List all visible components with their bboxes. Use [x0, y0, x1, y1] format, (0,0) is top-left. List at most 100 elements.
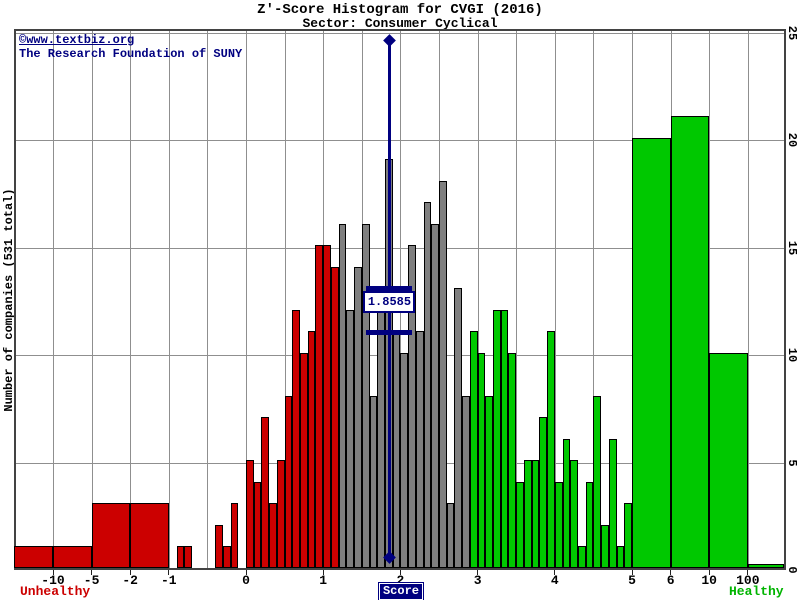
- histogram-bar: [616, 546, 625, 568]
- vertical-gridline: [516, 31, 518, 568]
- x-axis-title: Score: [378, 582, 424, 600]
- histogram-bar: [477, 353, 486, 568]
- histogram-bar: [284, 396, 293, 568]
- y-tick-label: 20: [785, 132, 799, 148]
- histogram-bar: [253, 482, 262, 568]
- x-tick-label: 3: [473, 573, 482, 588]
- x-tick-label: 6: [666, 573, 675, 588]
- x-tick-label: 10: [701, 573, 717, 588]
- histogram-bar: [547, 331, 555, 568]
- histogram-bar: [91, 503, 131, 568]
- x-tick-mark: [631, 570, 633, 575]
- histogram-bar: [261, 417, 270, 568]
- credit-block: ©www.textbiz.org The Research Foundation…: [19, 33, 242, 61]
- histogram-bar: [593, 396, 602, 568]
- x-tick-label: -1: [160, 573, 177, 588]
- histogram-bar: [338, 224, 347, 568]
- y-tick-label: 15: [785, 240, 799, 255]
- vertical-gridline: [207, 31, 209, 568]
- histogram-bar: [269, 503, 277, 568]
- histogram-bar: [670, 116, 710, 568]
- y-tick-label: 5: [785, 458, 799, 467]
- vertical-gridline: [593, 31, 595, 568]
- x-tick-label: 1: [319, 573, 328, 588]
- histogram-bar: [601, 525, 609, 568]
- histogram-bar: [500, 310, 509, 568]
- x-tick-mark: [129, 570, 131, 575]
- vertical-gridline: [130, 31, 132, 568]
- x-tick-mark: [322, 570, 324, 575]
- x-tick-label: -5: [83, 573, 100, 588]
- chart-subtitle: Sector: Consumer Cyclical: [302, 16, 498, 31]
- credit-org: The Research Foundation of SUNY: [19, 47, 243, 61]
- histogram-bar: [222, 546, 231, 568]
- histogram-bar: [624, 503, 632, 568]
- x-tick-label: -2: [122, 573, 138, 588]
- vertical-gridline: [554, 31, 556, 568]
- histogram-bar: [632, 138, 671, 568]
- histogram-bar: [130, 503, 169, 568]
- histogram-bar: [400, 353, 409, 568]
- histogram-bar: [276, 460, 285, 568]
- unhealthy-zone-label: Unhealthy: [20, 584, 91, 599]
- histogram-bar: [369, 396, 378, 568]
- histogram-bar: [392, 331, 401, 568]
- marker-whisker-bottom: [366, 330, 413, 335]
- horizontal-gridline: [16, 140, 784, 141]
- plot-area: 1.8585 ©www.textbiz.org The Research Fou…: [14, 29, 786, 570]
- y-tick-label: 10: [785, 347, 799, 363]
- chart-title: Z'-Score Histogram for CVGI (2016): [257, 2, 543, 18]
- x-tick-label: 100: [736, 573, 760, 588]
- histogram-bar: [523, 460, 532, 568]
- x-tick-mark: [747, 570, 749, 575]
- histogram-bar: [323, 245, 331, 568]
- histogram-bar: [246, 460, 254, 568]
- histogram-bar: [431, 224, 439, 568]
- histogram-bar: [709, 353, 748, 568]
- histogram-bar: [408, 245, 416, 568]
- histogram-bar: [493, 310, 501, 568]
- healthy-zone-label: Healthy: [729, 584, 784, 599]
- horizontal-gridline: [16, 32, 784, 34]
- credit-link[interactable]: ©www.textbiz.org: [19, 33, 135, 47]
- histogram-bar: [562, 439, 571, 568]
- histogram-bar: [462, 396, 470, 568]
- marker-diamond-top: [383, 34, 396, 47]
- x-tick-mark: [52, 570, 54, 575]
- histogram-bar: [554, 482, 563, 568]
- x-tick-mark: [477, 570, 479, 575]
- histogram-bar: [454, 288, 463, 568]
- histogram-bar: [485, 396, 494, 568]
- histogram-bar: [307, 331, 316, 568]
- histogram-bar: [361, 224, 370, 568]
- x-tick-mark: [554, 570, 556, 575]
- vertical-gridline: [246, 31, 247, 568]
- x-tick-label: 2: [396, 573, 405, 588]
- vertical-gridline: [168, 31, 170, 568]
- y-tick-label: 25: [785, 25, 799, 40]
- histogram-bar: [14, 546, 53, 568]
- histogram-bar: [354, 267, 362, 568]
- x-tick-mark: [245, 570, 247, 575]
- x-tick-label: 0: [242, 573, 250, 588]
- marker-value-label: 1.8585: [363, 291, 416, 313]
- marker-whisker-top: [366, 286, 413, 291]
- histogram-bar: [415, 331, 424, 568]
- histogram-bar: [330, 267, 339, 568]
- histogram-bar: [53, 546, 92, 568]
- vertical-gridline: [747, 31, 749, 568]
- x-tick-mark: [91, 570, 93, 575]
- histogram-bar: [377, 310, 385, 568]
- histogram-bar: [446, 503, 455, 568]
- histogram-bar: [292, 310, 301, 568]
- x-tick-mark: [399, 570, 401, 575]
- x-tick-mark: [168, 570, 170, 575]
- histogram-bar: [608, 439, 617, 568]
- histogram-bar: [176, 546, 185, 568]
- x-tick-label: 5: [628, 573, 636, 588]
- histogram-bar: [577, 546, 586, 568]
- histogram-bar: [508, 353, 517, 568]
- histogram-bar: [585, 482, 594, 568]
- x-tick-mark: [708, 570, 710, 575]
- x-tick-mark: [670, 570, 672, 575]
